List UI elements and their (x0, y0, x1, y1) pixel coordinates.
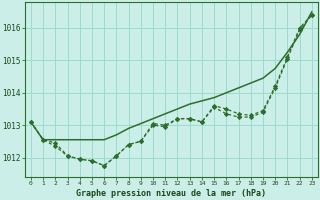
X-axis label: Graphe pression niveau de la mer (hPa): Graphe pression niveau de la mer (hPa) (76, 189, 266, 198)
